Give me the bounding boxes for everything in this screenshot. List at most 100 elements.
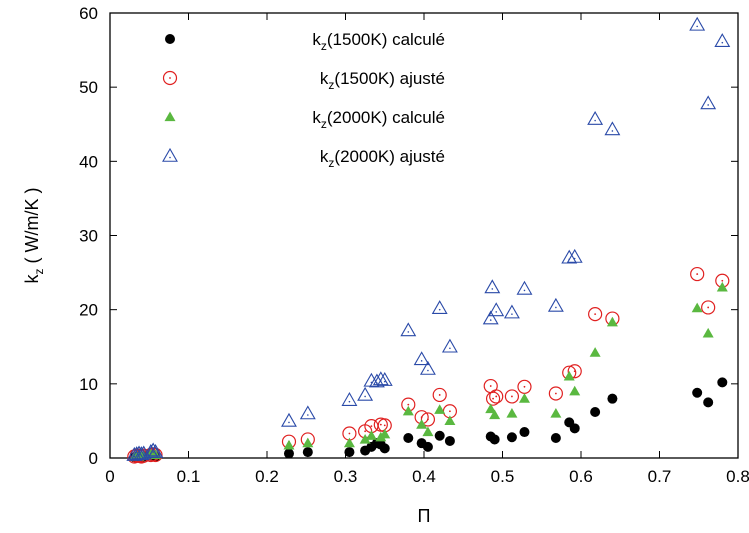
data-point: [434, 430, 445, 441]
marker-triangle: [164, 111, 176, 122]
marker-triangle: [606, 316, 618, 327]
marker-triangle: [691, 302, 703, 313]
legend-label: kz(2000K) calculé: [312, 108, 445, 131]
marker-triangle-open: [689, 16, 706, 31]
marker-dot: [554, 392, 557, 395]
marker-circle: [422, 441, 433, 452]
marker-triangle: [343, 437, 355, 448]
marker-circle: [569, 423, 580, 434]
y-tick-label: 40: [79, 152, 98, 171]
marker-circle: [489, 434, 500, 445]
data-point: [431, 300, 448, 314]
y-tick-label: 10: [79, 375, 98, 394]
legend-entry-1: kz(1500K) calculé: [165, 30, 445, 53]
marker-ring: [690, 266, 705, 282]
x-tick-label: 0.3: [334, 467, 358, 486]
marker-ring: [489, 389, 504, 404]
marker-dot: [348, 432, 351, 435]
data-point: [420, 412, 436, 427]
data-point: [283, 439, 295, 450]
marker-triangle-open: [413, 351, 430, 366]
marker-ring: [588, 307, 603, 322]
data-point: [714, 33, 731, 47]
marker-triangle-open: [488, 302, 505, 317]
marker-triangle-open: [419, 360, 436, 375]
data-point: [484, 279, 501, 294]
marker-dot: [523, 289, 526, 292]
data-point: [376, 372, 393, 386]
marker-circle: [506, 432, 517, 443]
data-point: [133, 446, 150, 461]
marker-triangle-open: [372, 371, 389, 386]
marker-dot: [420, 360, 423, 362]
data-point: [587, 110, 604, 125]
marker-triangle-open: [145, 442, 162, 457]
marker-dot: [707, 306, 710, 309]
marker-triangle: [506, 408, 518, 418]
marker-triangle-open: [431, 300, 448, 314]
marker-triangle-open: [516, 280, 533, 295]
data-point: [403, 432, 414, 443]
marker-circle: [717, 377, 728, 388]
marker-triangle-open: [566, 248, 583, 263]
marker-triangle-open: [547, 297, 564, 312]
marker-triangle: [563, 370, 575, 381]
marker-ring: [548, 386, 563, 401]
data-point: [569, 385, 581, 396]
data-point: [359, 433, 371, 444]
data-point: [702, 327, 714, 338]
y-axis-label-rest: ( W/m/K ): [22, 188, 42, 269]
marker-dot: [370, 425, 373, 428]
data-point: [566, 248, 583, 263]
marker-triangle-open: [604, 121, 621, 136]
data-point: [604, 121, 621, 136]
data-point: [302, 447, 313, 458]
data-point: [344, 447, 355, 458]
legend-entry-4: kz(2000K) ajusté: [162, 147, 445, 170]
data-point: [379, 428, 391, 439]
marker-dot: [427, 369, 429, 372]
legend-label: kz(2000K) ajusté: [320, 147, 445, 170]
marker-dot: [438, 394, 441, 396]
x-tick-label: 0: [105, 467, 114, 486]
marker-dot: [364, 395, 366, 398]
marker-triangle-open: [357, 386, 374, 401]
x-axis-label: Π: [418, 506, 431, 526]
marker-triangle-open: [299, 405, 316, 420]
marker-dot: [721, 279, 724, 282]
data-point: [444, 415, 456, 426]
marker-triangle: [569, 385, 581, 396]
marker-triangle: [402, 405, 414, 416]
data-point: [567, 364, 582, 379]
marker-triangle-open: [561, 249, 578, 264]
marker-triangle: [379, 428, 391, 439]
marker-dot: [407, 331, 410, 333]
marker-triangle: [702, 327, 714, 338]
data-point: [589, 347, 601, 357]
data-point: [488, 302, 505, 317]
marker-triangle: [589, 347, 601, 357]
x-tick-label: 0.6: [569, 467, 593, 486]
data-point: [422, 441, 433, 452]
marker-dot: [555, 306, 557, 309]
marker-dot: [495, 311, 498, 313]
data-point: [503, 304, 520, 319]
legend: kz(1500K) calculé kz(1500K) ajusté kz(2000…: [162, 30, 445, 170]
marker-circle: [519, 427, 530, 438]
data-point: [588, 307, 603, 322]
marker-dot: [427, 418, 429, 421]
data-point: [700, 95, 717, 110]
marker-triangle: [422, 426, 434, 437]
marker-dot: [383, 380, 386, 383]
marker-circle: [344, 447, 355, 458]
marker-triangle: [716, 281, 728, 292]
marker-dot: [492, 397, 494, 400]
data-point: [561, 249, 578, 264]
data-point: [489, 434, 500, 445]
marker-dot: [154, 452, 157, 455]
marker-dot: [169, 156, 171, 159]
data-points: [126, 16, 731, 464]
data-point: [716, 281, 728, 292]
x-tick-label: 0.1: [177, 467, 201, 486]
marker-dot: [594, 313, 597, 316]
